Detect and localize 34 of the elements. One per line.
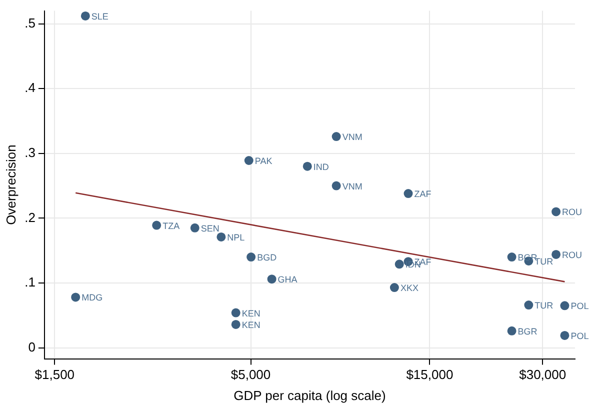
- x-tick-label: $30,000: [519, 367, 566, 382]
- data-label: TUR: [534, 300, 554, 310]
- y-tick-label: .4: [24, 80, 36, 96]
- data-label: XKX: [400, 283, 418, 293]
- data-label: MDG: [82, 292, 103, 303]
- x-tick-label: $5,000: [230, 367, 271, 382]
- data-label: KEN: [242, 308, 260, 318]
- y-axis-title: Overprecision: [3, 144, 18, 225]
- data-label: ROU: [562, 250, 582, 260]
- x-tick-label: $15,000: [406, 367, 454, 382]
- data-label: POL: [570, 330, 589, 341]
- y-tick-label: 0: [28, 339, 36, 354]
- data-label: BGD: [257, 252, 278, 263]
- data-label: GHA: [278, 274, 298, 285]
- data-label: SEN: [200, 223, 220, 234]
- data-label: ZAF: [414, 189, 432, 200]
- data-label: NPL: [227, 232, 245, 242]
- data-label: BGR: [518, 326, 538, 336]
- data-label: TZA: [162, 220, 180, 231]
- x-axis-title: GDP per capita (log scale): [234, 388, 386, 403]
- data-label: VNM: [342, 132, 362, 142]
- data-label: VNM: [342, 181, 362, 192]
- data-label: PAK: [254, 156, 272, 166]
- data-label: IND: [313, 162, 330, 172]
- data-label: ROU: [562, 207, 582, 218]
- x-tick-label: $1,500: [34, 367, 75, 382]
- y-tick-label: .3: [24, 144, 36, 160]
- data-label: TUR: [534, 256, 554, 266]
- data-label: POL: [570, 301, 589, 312]
- y-tick-label: .2: [24, 210, 36, 225]
- data-label: SLE: [91, 11, 108, 22]
- y-tick-label: .1: [24, 274, 36, 290]
- y-tick-label: .5: [24, 15, 36, 30]
- data-label: KEN: [242, 320, 260, 330]
